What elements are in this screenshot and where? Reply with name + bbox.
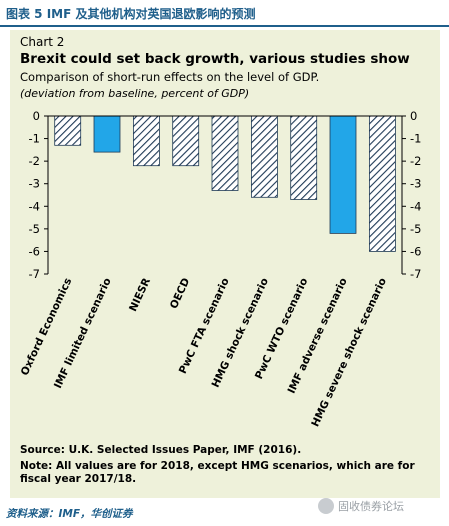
y-tick-label-left: -5: [29, 222, 40, 236]
bar-niesr: [133, 115, 160, 167]
bar-imf-limited-scenario: [93, 115, 121, 153]
watermark-text: 固收债券论坛: [338, 500, 404, 513]
chart-label: Chart 2: [20, 35, 65, 49]
y-tick-label-right: -2: [410, 154, 421, 168]
watermark: 固收债券论坛: [318, 498, 404, 514]
chart-subtitle: Comparison of short-run effects on the l…: [20, 70, 320, 84]
y-tick-label-right: -4: [410, 199, 421, 213]
y-tick-label-right: -3: [410, 177, 421, 191]
bar-imf-adverse-scenario: [329, 115, 357, 234]
figure-header: 图表 5 IMF 及其他机构对英国退欧影响的预测: [0, 0, 449, 27]
y-tick-label-left: -1: [29, 132, 40, 146]
y-tick-label-right: 0: [410, 109, 417, 123]
y-tick-label-right: -5: [410, 222, 421, 236]
chart-unit: (deviation from baseline, percent of GDP…: [20, 87, 250, 100]
bar-pwc-fta-scenario: [211, 115, 239, 191]
bar-oecd: [172, 115, 200, 167]
category-label: OECD: [168, 276, 193, 311]
chart-note: Note: All values are for 2018, except HM…: [20, 460, 415, 485]
category-label: HMG severe shock scenario: [309, 276, 389, 429]
chart-panel: Chart 2 Brexit could set back growth, va…: [10, 30, 440, 498]
wechat-icon: [318, 498, 334, 514]
y-tick-label-left: -3: [29, 177, 40, 191]
y-tick-label-left: 0: [33, 109, 40, 123]
bar-hmg-severe-shock-scenario: [368, 115, 396, 252]
bar-oxford-economics: [54, 115, 82, 146]
y-tick-label-right: -7: [410, 267, 421, 281]
category-label: NIESR: [127, 276, 153, 313]
bar-pwc-wto-scenario: [290, 115, 318, 200]
figure-source: 资料来源：IMF，华创证券: [6, 508, 133, 520]
bar-hmg-shock-scenario: [250, 115, 278, 198]
y-tick-label-left: -6: [29, 244, 40, 258]
figure-title: 图表 5 IMF 及其他机构对英国退欧影响的预测: [6, 7, 256, 21]
y-tick-label-left: -7: [29, 267, 40, 281]
chart-source: Source: U.K. Selected Issues Paper, IMF …: [20, 444, 302, 456]
chart-title: Brexit could set back growth, various st…: [20, 51, 410, 67]
y-tick-label-left: -4: [29, 199, 40, 213]
y-tick-label-right: -6: [410, 244, 421, 258]
y-tick-label-left: -2: [29, 154, 40, 168]
y-tick-label-right: -1: [410, 132, 421, 146]
